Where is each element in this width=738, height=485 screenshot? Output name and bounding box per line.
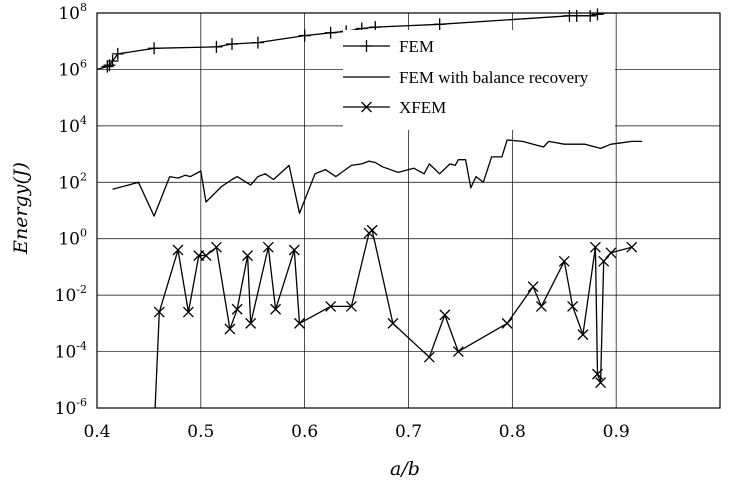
point-xfem	[527, 281, 539, 293]
point-fem	[148, 42, 161, 55]
legend-label-fem: FEM	[399, 37, 434, 56]
point-xfem	[626, 241, 638, 253]
point-xfem	[224, 323, 236, 335]
point-xfem	[439, 309, 451, 321]
point-xfem	[245, 317, 257, 329]
point-fem	[298, 29, 311, 42]
y-tick-label: 100	[58, 227, 87, 250]
legend-item-fem: FEM	[343, 37, 434, 56]
point-xfem	[345, 300, 357, 312]
x-tick-label: 0.4	[83, 422, 110, 442]
point-xfem	[387, 317, 399, 329]
plot-frame	[96, 12, 721, 409]
x-tick-label: 0.5	[187, 422, 214, 442]
point-xfem	[210, 241, 222, 253]
point-xfem	[200, 250, 212, 262]
point-fem	[225, 38, 238, 51]
y-axis-label: Energy(J)	[10, 162, 32, 255]
y-tick-label: 102	[58, 170, 87, 193]
point-xfem	[605, 247, 617, 259]
legend-item-xfem: XFEM	[343, 98, 446, 117]
point-xfem	[182, 306, 194, 318]
point-xfem	[242, 250, 254, 262]
point-fem	[584, 9, 597, 22]
point-xfem	[231, 303, 243, 315]
legend-item-fem-balance: FEM with balance recovery	[343, 68, 589, 87]
point-xfem	[577, 329, 589, 341]
series-line-fem-balance	[112, 139, 643, 217]
legend: FEM FEM with balance recovery XFEM	[343, 30, 615, 130]
x-tick-label: 0.9	[603, 422, 630, 442]
point-xfem	[595, 377, 607, 389]
point-fem	[101, 60, 114, 73]
point-xfem	[366, 224, 378, 236]
point-fem	[210, 40, 223, 53]
point-xfem	[153, 306, 165, 318]
point-fem	[591, 8, 604, 21]
point-fem	[570, 9, 583, 22]
x-tick-label: 0.6	[291, 422, 318, 442]
point-xfem	[294, 317, 305, 329]
point-xfem	[262, 241, 274, 253]
y-tick-label: 104	[58, 114, 87, 137]
x-tick-labels: 0.4 0.5 0.6 0.7 0.8 0.9	[83, 422, 629, 442]
x-axis-label: a/b	[390, 458, 420, 480]
point-xfem	[501, 317, 513, 329]
point-xfem	[535, 300, 547, 312]
point-fem	[251, 36, 264, 49]
point-fem	[106, 54, 119, 67]
point-xfem	[423, 351, 435, 363]
point-xfem	[589, 241, 601, 253]
legend-label-xfem: XFEM	[399, 98, 446, 117]
point-xfem	[325, 300, 337, 312]
point-xfem	[172, 244, 184, 256]
point-xfem	[558, 255, 570, 267]
point-xfem	[598, 255, 610, 267]
point-xfem	[452, 346, 464, 358]
point-xfem	[270, 303, 282, 315]
point-xfem	[567, 300, 579, 312]
point-xfem	[592, 368, 603, 380]
legend-marker-fem	[360, 40, 373, 52]
y-tick-label: 106	[58, 57, 87, 80]
point-fem	[433, 18, 446, 31]
point-xfem	[288, 244, 300, 256]
legend-marker-xfem	[361, 101, 372, 113]
y-tick-labels: 108 106 104 102 100 10-2 10-4 10-6	[55, 1, 87, 419]
y-tick-label: 108	[58, 1, 87, 24]
point-fem	[324, 26, 337, 39]
point-fem	[111, 47, 124, 60]
legend-label-fem-balance: FEM with balance recovery	[399, 68, 589, 87]
y-tick-label: 10-2	[55, 283, 87, 306]
legend-background	[343, 30, 615, 130]
y-tick-label: 10-4	[55, 340, 87, 363]
x-tick-label: 0.8	[499, 422, 526, 442]
x-tick-label: 0.7	[395, 422, 422, 442]
y-tick-label: 10-6	[55, 396, 87, 419]
